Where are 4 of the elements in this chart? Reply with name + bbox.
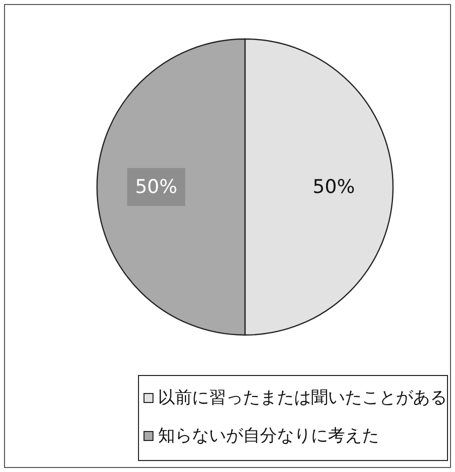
data-label: 50% [135, 176, 178, 198]
legend-label: 以前に習ったまたは聞いたことがある [158, 388, 447, 408]
data-label: 50% [312, 176, 355, 198]
legend-label: 知らないが自分なりに考えた [158, 426, 379, 446]
